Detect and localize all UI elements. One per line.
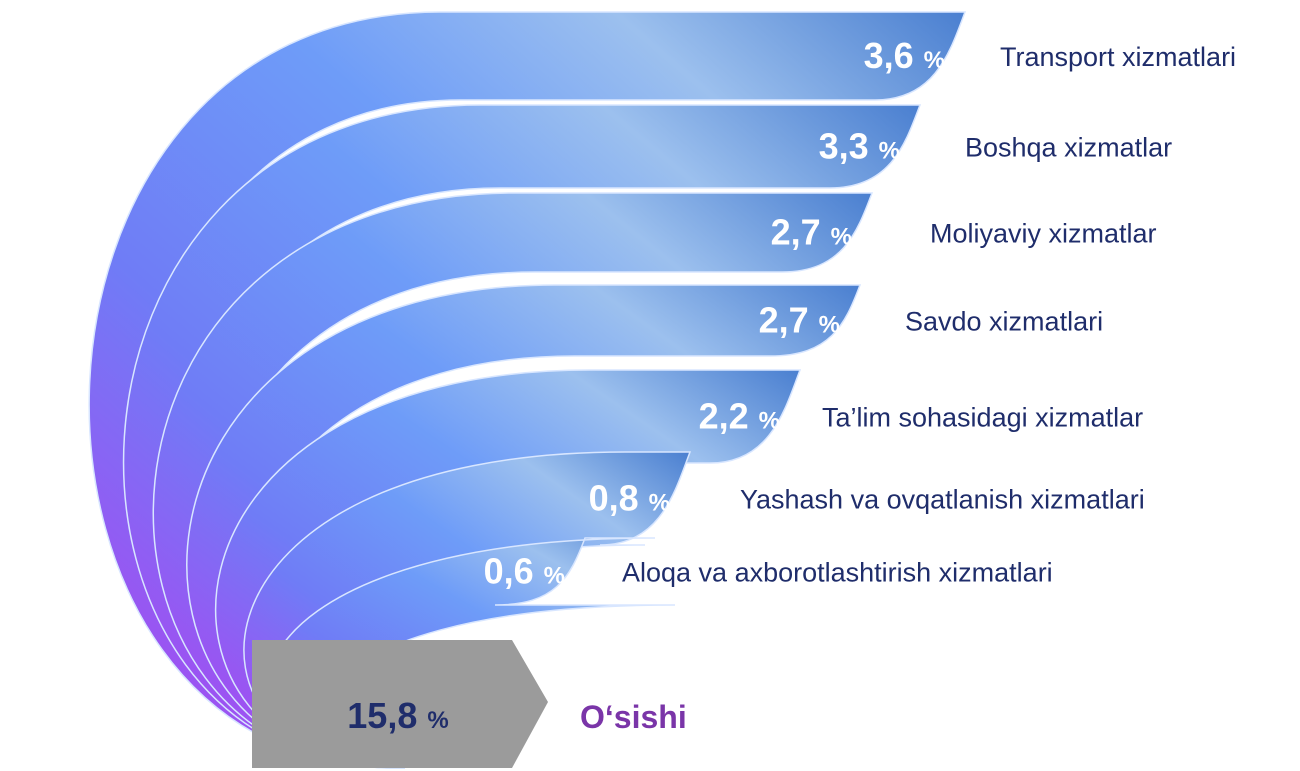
item-label: Transport xizmatlari — [1000, 42, 1236, 72]
item-unit: % — [649, 490, 670, 517]
item-value: 2,7 % — [759, 300, 840, 341]
item-unit: % — [924, 47, 945, 74]
total-value: 15,8 % — [347, 695, 448, 736]
total-badge — [252, 640, 548, 768]
item-value: 2,2 % — [699, 396, 780, 437]
item-number: 2,7 — [771, 212, 821, 253]
item-value: 3,3 % — [819, 126, 900, 167]
item-number: 0,8 — [589, 478, 639, 519]
item-value: 2,7 % — [771, 212, 852, 253]
item-number: 0,6 — [484, 551, 534, 592]
item-number: 2,2 — [699, 396, 749, 437]
total-label: O‘sishi — [580, 699, 687, 735]
item-unit: % — [819, 312, 840, 339]
item-unit: % — [759, 408, 780, 435]
item-number: 3,3 — [819, 126, 869, 167]
item-label: Savdo xizmatlari — [905, 307, 1103, 337]
item-unit: % — [879, 138, 900, 165]
item-number: 3,6 — [864, 35, 914, 76]
total-unit: % — [427, 707, 448, 734]
item-unit: % — [831, 224, 852, 251]
item-label: Boshqa xizmatlar — [965, 133, 1172, 163]
item-label: Moliyaviy xizmatlar — [930, 219, 1157, 249]
item-value: 0,6 % — [484, 551, 565, 592]
total-number: 15,8 — [347, 695, 417, 736]
item-number: 2,7 — [759, 300, 809, 341]
item-value: 3,6 % — [864, 35, 945, 76]
item-value: 0,8 % — [589, 478, 670, 519]
item-label: Yashash va ovqatlanish xizmatlari — [740, 485, 1145, 515]
item-label: Aloqa va axborotlashtirish xizmatlari — [622, 558, 1053, 588]
item-label: Ta’lim sohasidagi xizmatlar — [822, 403, 1143, 433]
ribbons — [88, 11, 967, 769]
item-unit: % — [544, 563, 565, 590]
